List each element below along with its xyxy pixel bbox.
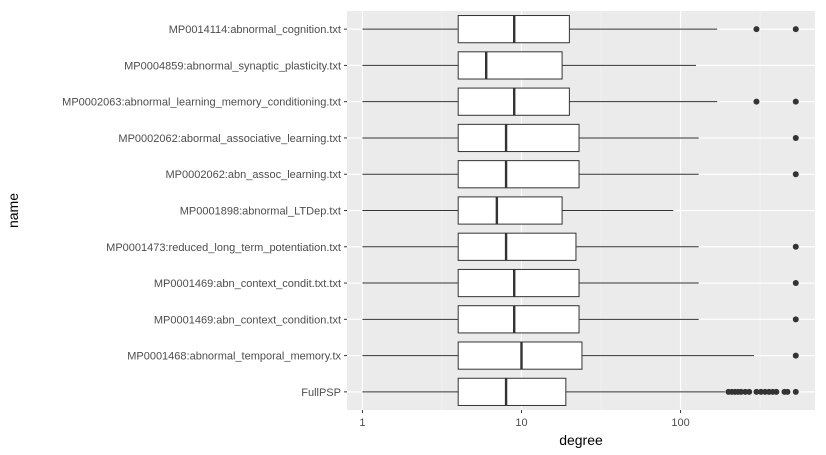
box — [457, 123, 580, 153]
box — [457, 232, 577, 261]
x-tick-label: 1 — [359, 417, 365, 429]
box — [457, 51, 563, 80]
outlier-point — [792, 316, 799, 323]
y-axis-ticks: MP0014114:abnormal_cognition.txt MP000485… — [62, 24, 347, 399]
outlier-point — [753, 98, 760, 105]
y-tick-label: MP0004859:abnormal_synaptic_plasticity.t… — [124, 60, 341, 72]
outlier-point — [784, 388, 791, 395]
box-layer — [362, 15, 799, 406]
outlier-point — [792, 171, 799, 178]
y-tick-label: MP0001469:abn_context_condit.txt.txt — [154, 278, 341, 290]
outlier-point — [792, 352, 799, 359]
outlier-point — [738, 388, 745, 395]
outlier-point — [773, 388, 780, 395]
box — [457, 268, 580, 298]
y-tick-label: MP0002062:abormal_associative_learning.t… — [118, 133, 341, 145]
box-group — [362, 123, 799, 153]
x-axis-ticks: 1 10 100 — [359, 410, 690, 429]
box — [457, 377, 567, 406]
outlier-point — [792, 98, 799, 105]
box-group — [362, 341, 799, 370]
y-tick-label: MP0014114:abnormal_cognition.txt — [169, 24, 341, 36]
box-group — [362, 232, 799, 261]
box-group — [362, 377, 799, 406]
outlier-point — [792, 388, 799, 395]
outlier-point — [753, 26, 760, 33]
outlier-point — [792, 26, 799, 33]
outlier-point — [792, 280, 799, 287]
y-axis-title: name — [5, 193, 21, 228]
box — [457, 196, 563, 225]
y-tick-label: MP0002062:abn_assoc_learning.txt — [165, 169, 341, 181]
y-tick-label: MP0002063:abnormal_learning_memory_condi… — [62, 97, 341, 109]
x-axis-title: degree — [559, 432, 603, 448]
box-group — [362, 51, 696, 80]
box — [457, 341, 583, 370]
y-tick-label: MP0001469:abn_context_condition.txt — [154, 314, 341, 326]
outlier-point — [757, 388, 764, 395]
box-group — [362, 160, 799, 189]
y-tick-label: MP0001473:reduced_long_term_potentiation… — [106, 242, 341, 254]
box-group — [362, 87, 799, 116]
y-tick-label: MP0001468:abnormal_temporal_memory.tx — [127, 351, 341, 363]
x-tick-label: 100 — [671, 417, 689, 429]
box — [457, 305, 580, 334]
box-group — [362, 196, 674, 225]
box — [457, 160, 580, 189]
box-group — [362, 268, 799, 298]
outlier-point — [753, 388, 760, 395]
box-group — [362, 305, 799, 334]
y-tick-label: FullPSP — [301, 387, 341, 399]
y-tick-label: MP0001898:abnormal_LTDep.txt — [180, 206, 341, 218]
outlier-point — [792, 134, 799, 141]
outlier-point — [746, 388, 753, 395]
box-group — [362, 15, 799, 44]
x-tick-label: 10 — [515, 417, 527, 429]
outlier-point — [792, 243, 799, 250]
